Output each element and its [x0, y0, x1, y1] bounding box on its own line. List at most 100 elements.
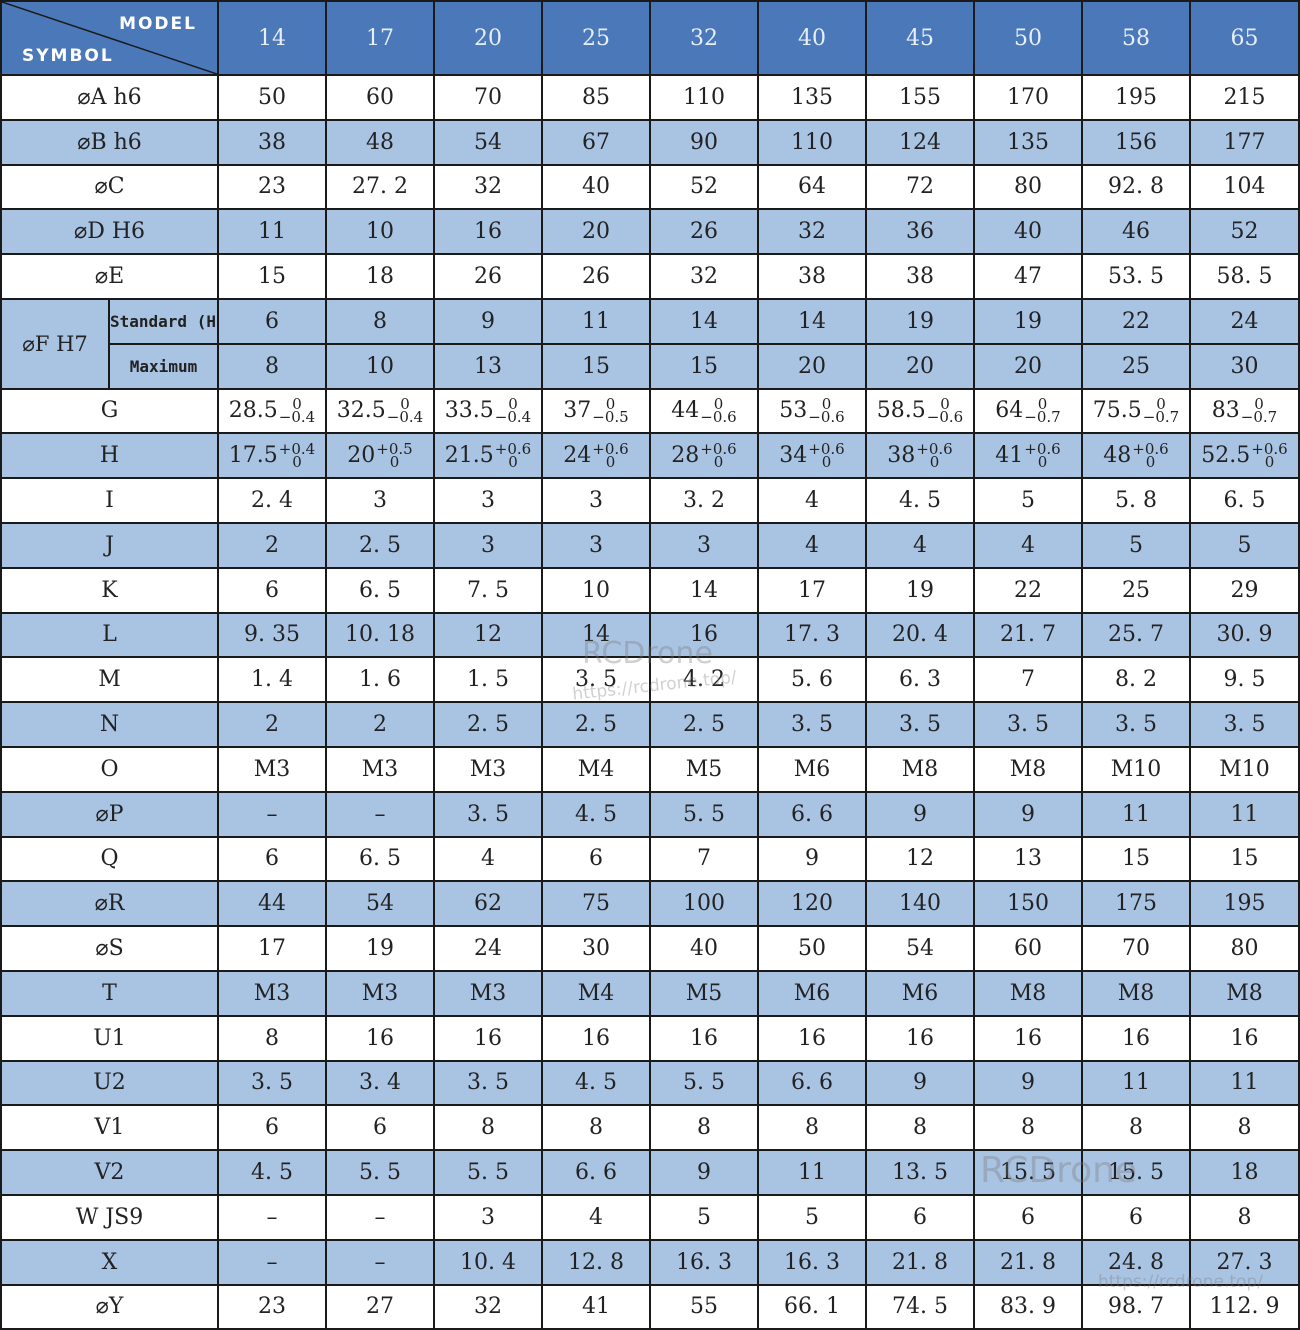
- value-cell: M10: [1189, 745, 1300, 793]
- table-row: ⌀A h6 50 60 70 85 110 135 155 170 195 215: [0, 74, 1300, 121]
- model-header-40: 40: [757, 0, 867, 76]
- symbol-cell: V1: [0, 1104, 219, 1152]
- tolerance-limits: +0.4 0: [279, 441, 315, 469]
- tolerance-base: 24: [563, 442, 592, 468]
- tolerance-cell: 64 0 −0.7: [973, 387, 1083, 435]
- value-cell: 3. 5: [973, 701, 1083, 748]
- tolerance-cell: 34 +0.6 0: [757, 432, 867, 480]
- value-cell: 38: [865, 253, 975, 300]
- value-cell: 156: [1081, 118, 1191, 166]
- value-cell: 16: [1189, 1014, 1300, 1062]
- value-cell: 11: [1189, 790, 1300, 838]
- value-cell: 177: [1189, 118, 1300, 166]
- tolerance-upper: +0.6: [592, 439, 629, 458]
- tolerance-cell: 53 0 −0.6: [757, 387, 867, 435]
- value-cell: 6: [217, 835, 327, 883]
- tolerance-limits: +0.6 0: [592, 439, 629, 469]
- table-row: Q 6 6. 5 4 6 7 9 12 13 15 15: [0, 835, 1300, 883]
- value-cell: 10. 18: [325, 611, 435, 659]
- table-row: ⌀P – –3. 5 4. 5 5. 5 6. 6 9 9 11 11: [0, 790, 1300, 838]
- symbol-cell: ⌀S: [0, 925, 219, 972]
- tolerance-limits: 0 −0.7: [1241, 394, 1277, 424]
- tolerance-lower: −0.7: [1024, 407, 1061, 426]
- value-cell: 2. 4: [217, 477, 327, 524]
- tolerance-limits: 0 −0.4: [495, 396, 531, 424]
- tolerance-cell: 75.5 0 −0.7: [1081, 387, 1191, 435]
- value-cell: 6: [541, 835, 651, 883]
- value-cell: 124: [865, 118, 975, 166]
- symbol-label: SYMBOL: [22, 46, 114, 66]
- value-cell: M10: [1081, 745, 1191, 793]
- value-cell: 24. 8: [1081, 1238, 1191, 1286]
- value-cell: 21. 8: [973, 1238, 1083, 1286]
- value-cell: 15. 5: [973, 1149, 1083, 1196]
- tolerance-upper: 0: [1037, 394, 1048, 413]
- tolerance-upper: 0: [1254, 394, 1264, 413]
- value-cell: 3. 5: [757, 701, 867, 748]
- table-row: O M3 M3 M3 M4 M5 M6 M8 M8 M10 M10: [0, 745, 1300, 793]
- value-cell: 20: [541, 208, 651, 256]
- value-cell: 11: [757, 1149, 867, 1196]
- value-cell: 44: [217, 880, 327, 928]
- value-cell: 41: [541, 1283, 651, 1330]
- header-corner-cell: MODEL SYMBOL: [0, 0, 219, 76]
- value-cell: M4: [541, 745, 651, 793]
- table-row: N 2 2 2. 5 2. 5 2. 5 3. 5 3. 5 3. 5 3. 5 3. 5: [0, 701, 1300, 748]
- value-cell: 6: [217, 297, 327, 345]
- tolerance-upper: 0: [821, 394, 832, 413]
- value-cell: 5: [649, 1193, 759, 1241]
- table-row: W JS9– –3 4 5 5 6 6 6 8: [0, 1193, 1300, 1241]
- symbol-cell: ⌀D H6: [0, 208, 219, 256]
- value-cell: 30: [541, 925, 651, 972]
- value-cell: 16: [649, 1014, 759, 1062]
- symbol-cell: H: [0, 432, 219, 480]
- value-cell: –: [217, 1193, 327, 1241]
- value-cell: 2. 5: [649, 701, 759, 748]
- value-cell: 6. 6: [757, 790, 867, 838]
- value-cell: 75: [541, 880, 651, 928]
- tolerance-limits: +0.6 0: [495, 441, 531, 469]
- value-cell: M6: [757, 969, 867, 1017]
- tolerance-base: 28.5: [228, 397, 278, 423]
- value-cell: 4. 2: [649, 656, 759, 704]
- tolerance-upper: 0: [713, 394, 724, 413]
- value-cell: M6: [865, 969, 975, 1017]
- value-cell: M8: [973, 745, 1083, 793]
- tolerance-upper: 0: [292, 394, 302, 413]
- value-cell: 19: [865, 297, 975, 345]
- model-header-65: 65: [1189, 0, 1300, 76]
- value-cell: 40: [541, 163, 651, 211]
- tolerance-base: 32.5: [336, 397, 386, 423]
- tolerance-base: 37: [563, 397, 592, 423]
- value-cell: 150: [973, 880, 1083, 928]
- tolerance-lower: −0.6: [926, 407, 964, 426]
- value-cell: 8: [757, 1104, 867, 1152]
- tolerance-cell: 48 +0.6 0: [1081, 432, 1191, 480]
- symbol-cell: L: [0, 611, 219, 659]
- value-cell: 4: [757, 477, 867, 524]
- value-cell: 21. 8: [865, 1238, 975, 1286]
- value-cell: 5: [973, 477, 1083, 524]
- symbol-cell: N: [0, 701, 219, 748]
- table-row: H 17.5 +0.4 0 20 +0.5 0 21.5 +0.6 0 24 +0.6 0 28 +0.6 0…: [0, 432, 1300, 480]
- value-cell: 6. 5: [325, 835, 435, 883]
- value-cell: 8: [1081, 1104, 1191, 1152]
- tolerance-lower: 0: [1264, 452, 1275, 471]
- table-row: K 6 6. 5 7. 5 10 14 17 19 22 25 29: [0, 566, 1300, 614]
- tolerance-base: 48: [1103, 442, 1132, 468]
- symbol-cell: I: [0, 477, 219, 524]
- tolerance-lower: 0: [389, 452, 400, 471]
- value-cell: 85: [541, 74, 651, 121]
- symbol-cell: O: [0, 745, 219, 793]
- value-cell: 4. 5: [541, 1059, 651, 1107]
- value-cell: 12. 8: [541, 1238, 651, 1286]
- value-cell: 24: [1189, 297, 1300, 345]
- value-cell: 20: [757, 342, 867, 390]
- tolerance-lower: 0: [929, 452, 940, 471]
- value-cell: 3. 5: [217, 1059, 327, 1107]
- value-cell: 32: [433, 163, 543, 211]
- tolerance-cell: 21.5 +0.6 0: [433, 432, 543, 480]
- value-cell: 5. 6: [757, 656, 867, 704]
- tolerance-cell: 28.5 0 −0.4: [217, 387, 327, 435]
- value-cell: 18: [325, 253, 435, 300]
